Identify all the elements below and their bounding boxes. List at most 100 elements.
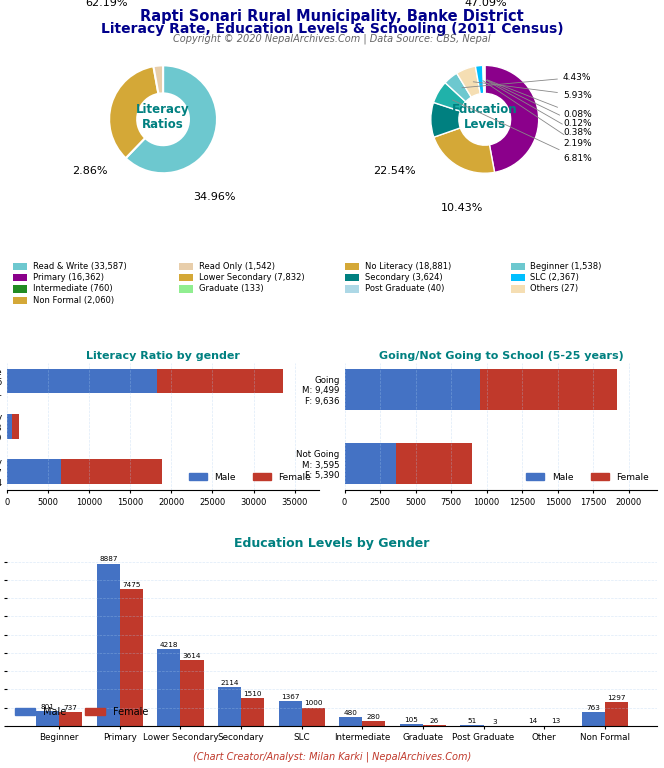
Text: 26: 26	[430, 718, 439, 724]
Bar	[157, 369, 283, 393]
Text: 22.54%: 22.54%	[373, 166, 416, 176]
Text: 763: 763	[586, 705, 600, 710]
Bar	[241, 698, 264, 726]
Text: 4.43%: 4.43%	[462, 73, 592, 88]
Text: 4218: 4218	[160, 642, 178, 647]
Text: 1000: 1000	[304, 700, 323, 707]
Text: Education
Levels: Education Levels	[452, 103, 517, 131]
Bar	[279, 701, 301, 726]
Text: Others (27): Others (27)	[531, 284, 578, 293]
Bar	[363, 720, 385, 726]
Text: 0.12%: 0.12%	[487, 80, 592, 128]
Bar	[13, 414, 19, 439]
Wedge shape	[457, 66, 480, 98]
Bar	[345, 443, 396, 484]
Bar	[511, 285, 525, 293]
Wedge shape	[475, 65, 484, 94]
Bar	[37, 711, 59, 726]
Bar	[582, 712, 605, 726]
Bar	[511, 274, 525, 282]
Text: Secondary (3,624): Secondary (3,624)	[365, 273, 442, 282]
Text: 2.86%: 2.86%	[72, 166, 108, 176]
Text: 10.43%: 10.43%	[441, 204, 483, 214]
Text: 8887: 8887	[99, 557, 118, 562]
Text: SLC (2,367): SLC (2,367)	[531, 273, 580, 282]
Text: Beginner (1,538): Beginner (1,538)	[531, 262, 602, 271]
Bar	[479, 369, 617, 409]
Bar	[59, 712, 82, 726]
Bar	[120, 589, 143, 726]
Text: (Chart Creator/Analyst: Milan Karki | NepalArchives.Com): (Chart Creator/Analyst: Milan Karki | Ne…	[193, 751, 471, 762]
Text: Literacy Rate, Education Levels & Schooling (2011 Census): Literacy Rate, Education Levels & School…	[101, 22, 563, 35]
Text: 737: 737	[64, 705, 78, 711]
Bar	[301, 707, 325, 726]
Text: Literacy
Ratios: Literacy Ratios	[136, 103, 190, 131]
Wedge shape	[109, 66, 159, 158]
Text: 1297: 1297	[607, 695, 625, 701]
Text: Non Formal (2,060): Non Formal (2,060)	[33, 296, 114, 305]
Bar	[7, 459, 61, 484]
Text: 3: 3	[493, 719, 497, 725]
Title: Literacy Ratio by gender: Literacy Ratio by gender	[86, 350, 240, 361]
Text: 1510: 1510	[243, 691, 262, 697]
Text: 3614: 3614	[183, 653, 201, 659]
Legend: Male, Female: Male, Female	[185, 469, 315, 485]
Bar	[13, 285, 27, 293]
Text: Copyright © 2020 NepalArchives.Com | Data Source: CBS, Nepal: Copyright © 2020 NepalArchives.Com | Dat…	[173, 34, 491, 45]
Bar	[605, 702, 627, 726]
Wedge shape	[434, 128, 495, 174]
Text: 6.81%: 6.81%	[452, 100, 592, 163]
Text: Primary (16,362): Primary (16,362)	[33, 273, 104, 282]
Text: 280: 280	[367, 713, 380, 720]
Text: 5.93%: 5.93%	[473, 82, 592, 100]
Text: 14: 14	[528, 718, 537, 724]
Bar	[461, 725, 483, 726]
Bar	[179, 285, 193, 293]
Text: Read Only (1,542): Read Only (1,542)	[199, 262, 275, 271]
Wedge shape	[445, 73, 471, 101]
Bar	[345, 263, 359, 270]
Text: 7475: 7475	[122, 582, 141, 588]
Text: 51: 51	[467, 718, 477, 723]
Text: 0.38%: 0.38%	[486, 80, 592, 137]
Text: 47.09%: 47.09%	[464, 0, 507, 8]
Text: 34.96%: 34.96%	[194, 192, 236, 202]
Bar	[13, 296, 27, 304]
Wedge shape	[125, 65, 217, 174]
Text: Post Graduate (40): Post Graduate (40)	[365, 284, 444, 293]
Text: 1367: 1367	[281, 694, 299, 700]
Bar	[61, 459, 162, 484]
Text: Rapti Sonari Rural Municipality, Banke District: Rapti Sonari Rural Municipality, Banke D…	[140, 9, 524, 25]
Bar	[396, 443, 472, 484]
Text: 2114: 2114	[220, 680, 239, 686]
Bar	[345, 285, 359, 293]
Wedge shape	[431, 102, 460, 137]
Bar	[345, 274, 359, 282]
Text: Intermediate (760): Intermediate (760)	[33, 284, 112, 293]
Bar	[181, 660, 203, 726]
Title: Going/Not Going to School (5-25 years): Going/Not Going to School (5-25 years)	[378, 350, 623, 361]
Title: Education Levels by Gender: Education Levels by Gender	[234, 537, 430, 550]
Bar	[7, 369, 157, 393]
Text: 13: 13	[551, 718, 560, 724]
Bar	[339, 717, 363, 726]
Legend: Male, Female: Male, Female	[11, 703, 152, 721]
Text: Read & Write (33,587): Read & Write (33,587)	[33, 262, 126, 271]
Text: 480: 480	[344, 710, 358, 716]
Legend: Male, Female: Male, Female	[523, 469, 653, 485]
Wedge shape	[434, 83, 465, 111]
Bar	[345, 369, 479, 409]
Bar	[97, 564, 120, 726]
Bar	[13, 263, 27, 270]
Bar	[218, 687, 241, 726]
Wedge shape	[485, 65, 539, 172]
Text: Lower Secondary (7,832): Lower Secondary (7,832)	[199, 273, 304, 282]
Bar	[400, 724, 423, 726]
Bar	[157, 649, 181, 726]
Text: 105: 105	[404, 717, 418, 723]
Text: 2.19%: 2.19%	[483, 81, 592, 148]
Text: Graduate (133): Graduate (133)	[199, 284, 263, 293]
Wedge shape	[153, 65, 163, 94]
Text: No Literacy (18,881): No Literacy (18,881)	[365, 262, 451, 271]
Text: 62.19%: 62.19%	[85, 0, 127, 8]
